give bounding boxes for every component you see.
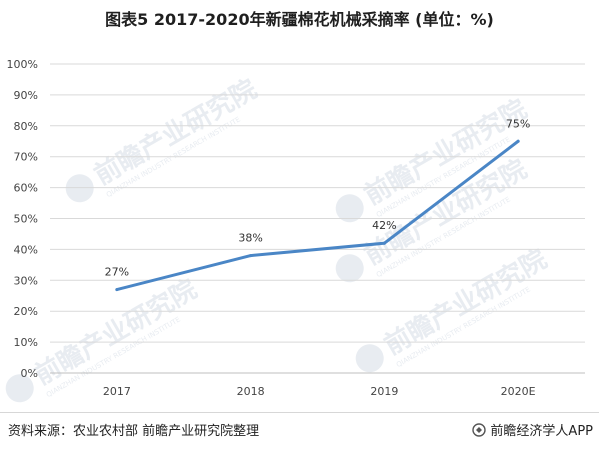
y-tick-label: 50% <box>14 213 38 226</box>
chart-title: 图表5 2017-2020年新疆棉花机械采摘率 (单位：%) <box>105 10 494 29</box>
watermark-text: 前瞻产业研究院 <box>89 73 262 191</box>
series-layer <box>115 139 520 292</box>
data-point <box>516 139 520 143</box>
watermark-text: 前瞻产业研究院 <box>29 273 202 391</box>
y-tick-label: 10% <box>14 336 38 349</box>
x-tick-label: 2018 <box>237 385 265 398</box>
brand-credit: 前瞻经济学人APP <box>472 420 593 439</box>
watermark-logo-icon <box>335 194 364 223</box>
data-label: 38% <box>238 232 262 245</box>
watermark-logo-icon <box>335 254 364 283</box>
data-point <box>115 288 119 292</box>
data-label: 75% <box>506 117 530 130</box>
data-label: 42% <box>372 219 396 232</box>
y-tick-label: 20% <box>14 305 38 318</box>
watermark-logo-icon <box>355 344 384 373</box>
source-note: 资料来源：农业农村部 前瞻产业研究院整理 <box>8 424 260 439</box>
y-tick-label: 0% <box>21 367 38 380</box>
brand-label: 前瞻经济学人APP <box>490 424 593 439</box>
brand-logo-icon <box>472 422 487 437</box>
y-tick-label: 70% <box>14 151 38 164</box>
y-tick-label: 40% <box>14 243 38 256</box>
y-tick-label: 30% <box>14 274 38 287</box>
watermark-logo-icon <box>5 374 34 403</box>
y-tick-label: 100% <box>7 58 38 71</box>
series-line <box>115 139 520 292</box>
y-tick-label: 80% <box>14 120 38 133</box>
x-tick-label: 2017 <box>103 385 131 398</box>
footer-divider <box>0 412 599 413</box>
x-tick-label: 2020E <box>501 385 536 398</box>
x-axis-ticks: 2017 2018 2019 2020E <box>103 385 536 398</box>
y-tick-label: 90% <box>14 89 38 102</box>
data-point <box>382 241 386 245</box>
data-labels: 27% 38% 42% 75% <box>105 117 531 278</box>
data-label: 27% <box>105 266 129 279</box>
data-point <box>249 254 253 258</box>
y-tick-label: 60% <box>14 182 38 195</box>
gridlines <box>50 63 585 374</box>
watermark-logo-icon <box>65 174 94 203</box>
y-axis-ticks: 0% 10% 20% 30% 40% 50% 60% 70% 80% 90% 100% <box>7 58 38 380</box>
x-tick-label: 2019 <box>370 385 398 398</box>
